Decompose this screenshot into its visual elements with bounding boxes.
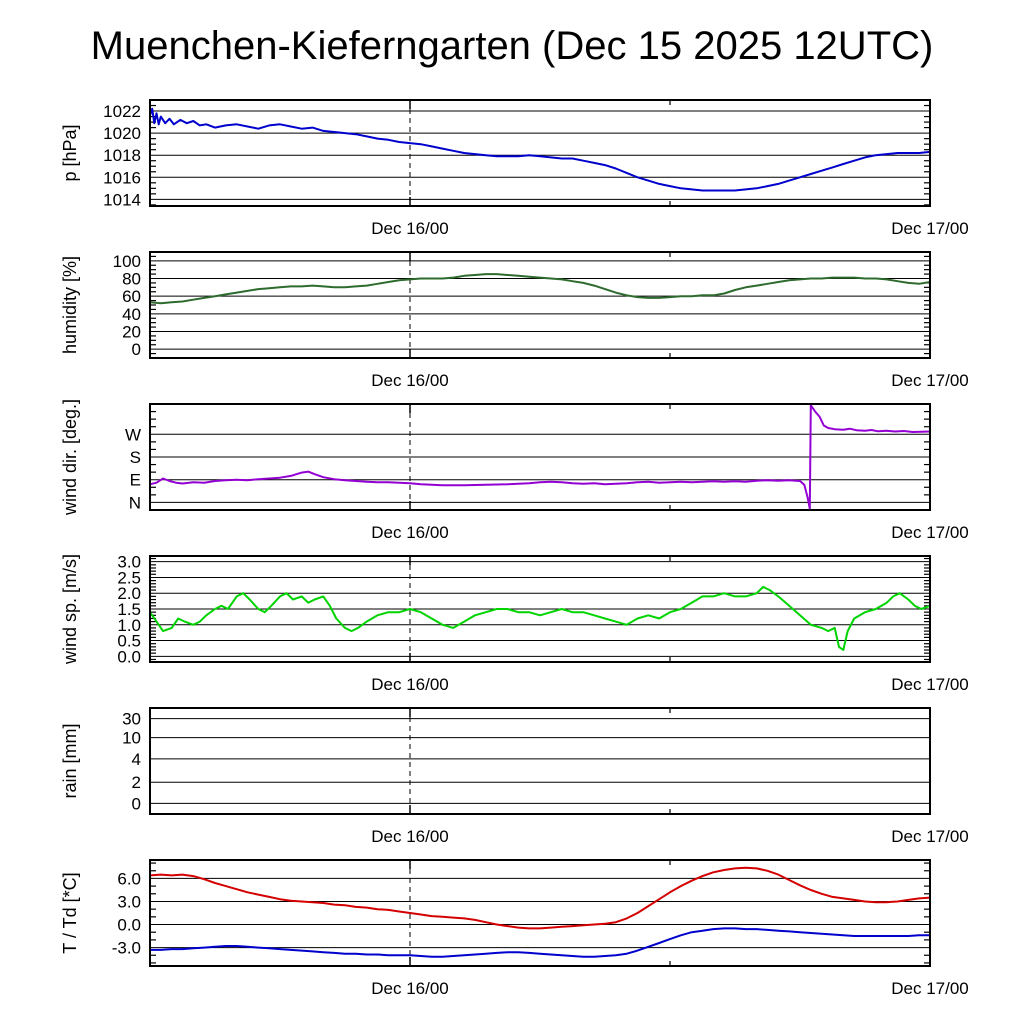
y-tick-label: 10 — [122, 729, 141, 748]
series-dewpoint-line — [150, 927, 930, 958]
x-tick-label: Dec 17/00 — [891, 219, 969, 238]
y-tick-label: 1022 — [103, 102, 141, 121]
y-axis-temperature-dewpoint: -3.0 0.0 3.0 6.0 — [112, 862, 930, 964]
plot-frame — [149, 555, 931, 663]
panel-temperature-dewpoint: -3.0 0.0 3.0 6.0 Dec 16/00 Dec 17/00 T / Td [*… — [60, 859, 969, 998]
series-group-wind-speed — [150, 585, 930, 651]
y-tick-label: 6.0 — [117, 869, 141, 888]
y-tick-label: 0 — [132, 340, 141, 359]
y-tick-label: 0 — [132, 794, 141, 813]
y-tick-label: 0.0 — [117, 647, 141, 666]
series-wind-direction-line — [150, 404, 930, 510]
y-axis-label: rain [mm] — [60, 723, 80, 798]
y-tick-label: W — [125, 425, 141, 444]
y-tick-label: 40 — [122, 305, 141, 324]
series-group-temperature-dewpoint — [150, 866, 930, 958]
x-tick-label: Dec 17/00 — [891, 827, 969, 846]
y-tick-label: 2 — [132, 773, 141, 792]
x-axis-pressure: Dec 16/00 Dec 17/00 — [371, 100, 969, 238]
y-tick-label: 3.0 — [117, 553, 141, 572]
y-tick-label: 3.0 — [117, 892, 141, 911]
y-tick-label: 1016 — [103, 168, 141, 187]
y-axis-pressure: 1014 1016 1018 1020 1022 — [103, 102, 930, 209]
y-tick-label: 2.5 — [117, 568, 141, 587]
y-tick-label: E — [130, 471, 141, 490]
y-tick-label: 0.5 — [117, 632, 141, 651]
x-tick-label: Dec 16/00 — [371, 219, 449, 238]
plot-frame — [149, 403, 931, 511]
series-pressure-line — [150, 107, 930, 192]
y-tick-label: 2.0 — [117, 584, 141, 603]
plot-frame — [149, 99, 931, 207]
series-group-humidity — [150, 273, 930, 305]
y-tick-label: 4 — [132, 750, 141, 769]
y-tick-label: 1.0 — [117, 616, 141, 635]
chart-panels: 1014 1016 1018 1020 1022 Dec 16/00 Dec 17/00 p … — [0, 92, 1024, 1004]
y-tick-label: N — [129, 493, 141, 512]
y-tick-label: 0.0 — [117, 916, 141, 935]
x-axis-wind-speed: Dec 16/00 Dec 17/00 — [371, 556, 969, 694]
y-axis-label: wind sp. [m/s] — [60, 554, 80, 665]
y-tick-label: 60 — [122, 287, 141, 306]
x-axis-humidity: Dec 16/00 Dec 17/00 — [371, 252, 969, 390]
x-tick-label: Dec 16/00 — [371, 979, 449, 998]
y-tick-label: 1.5 — [117, 600, 141, 619]
x-tick-label: Dec 17/00 — [891, 979, 969, 998]
y-tick-label: 30 — [122, 710, 141, 729]
y-axis-label: T / Td [*C] — [60, 872, 80, 953]
x-tick-label: Dec 16/00 — [371, 371, 449, 390]
plot-frame — [149, 707, 931, 815]
y-tick-label: 80 — [122, 270, 141, 289]
y-axis-label: humidity [%] — [60, 256, 80, 354]
series-wind-speed-line — [150, 585, 930, 651]
x-tick-label: Dec 16/00 — [371, 827, 449, 846]
x-axis-temperature-dewpoint: Dec 16/00 Dec 17/00 — [371, 860, 969, 998]
y-axis-label: wind dir. [deg.] — [60, 399, 80, 516]
y-axis-label: p [hPa] — [60, 124, 80, 181]
x-tick-label: Dec 17/00 — [891, 523, 969, 542]
y-axis-wind-speed: 0.00.51.01.52.02.53.0 — [117, 553, 930, 666]
chart-title: Muenchen-Kieferngarten (Dec 15 2025 12UT… — [90, 23, 934, 68]
x-tick-label: Dec 16/00 — [371, 523, 449, 542]
series-group-wind-direction — [150, 404, 930, 510]
y-tick-label: 100 — [113, 252, 141, 271]
plot-frame — [149, 251, 931, 359]
series-group-pressure — [150, 107, 930, 192]
y-tick-label: 1014 — [103, 190, 141, 209]
x-axis-wind-direction: Dec 16/00 Dec 17/00 — [371, 404, 969, 542]
y-tick-label: 1020 — [103, 124, 141, 143]
x-axis-rain: Dec 16/00 Dec 17/00 — [371, 708, 969, 846]
x-tick-label: Dec 16/00 — [371, 675, 449, 694]
series-temperature-line — [150, 866, 930, 930]
plot-frame — [149, 859, 931, 967]
y-tick-label: S — [130, 448, 141, 467]
y-tick-label: 1018 — [103, 146, 141, 165]
x-tick-label: Dec 17/00 — [891, 675, 969, 694]
y-tick-label: -3.0 — [112, 939, 141, 958]
y-tick-label: 20 — [122, 323, 141, 342]
panel-wind-speed: 0.00.51.01.52.02.53.0 Dec 16/00 Dec 17/00 w… — [60, 553, 969, 694]
series-relative-humidity-line — [150, 273, 930, 305]
panel-pressure: 1014 1016 1018 1020 1022 Dec 16/00 Dec 17/00 p … — [60, 99, 969, 238]
x-tick-label: Dec 17/00 — [891, 371, 969, 390]
